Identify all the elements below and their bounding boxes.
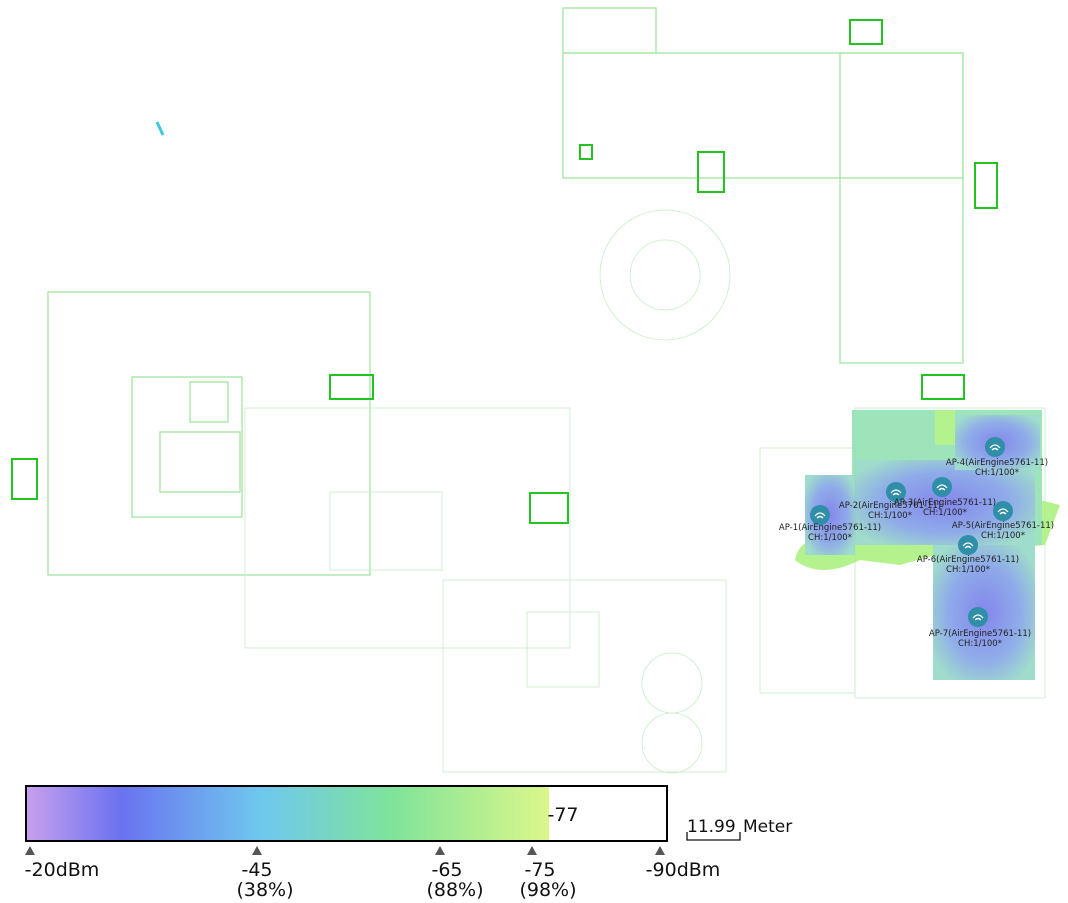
legend-tick-percent: (88%) xyxy=(426,879,483,901)
legend-tick-label: -20dBm xyxy=(25,859,100,881)
ap-channel: CH:1/100* xyxy=(981,531,1025,541)
ap-channel: CH:1/100* xyxy=(808,533,852,543)
legend-tick-label: -45 xyxy=(241,859,272,881)
legend-tick xyxy=(655,846,665,855)
legend-ticks: -20dBm -45(38%) -65(88%) -75(98%) -90dBm xyxy=(25,846,721,901)
ap-label: AP-1(AirEngine5761-11) xyxy=(779,523,881,533)
ap-label: AP-6(AirEngine5761-11) xyxy=(917,555,1019,565)
floor-plan-view: AP-1(AirEngine5761-11)CH:1/100*AP-2(AirE… xyxy=(0,0,1068,903)
legend-tick-label: -65 xyxy=(431,859,462,881)
ap-label: AP-5(AirEngine5761-11) xyxy=(952,521,1054,531)
legend-tick xyxy=(25,846,35,855)
ap-label: AP-4(AirEngine5761-11) xyxy=(946,458,1048,468)
ap-icon xyxy=(932,477,952,497)
ap-label: AP-7(AirEngine5761-11) xyxy=(929,629,1031,639)
ap-channel: CH:1/100* xyxy=(975,468,1019,478)
signal-legend: -77 -20dBm -45(38%) -65(88%) -75(98%) -90dBm xyxy=(25,786,721,901)
ap-icon xyxy=(968,607,988,627)
heatmap xyxy=(795,410,1060,680)
ap-channel: CH:1/100* xyxy=(946,565,990,575)
page: { "access_points": [ {"label": "AP-1(Air… xyxy=(0,0,1068,903)
legend-tick xyxy=(252,846,262,855)
scale-value: 11.99 xyxy=(687,817,736,837)
legend-tick-label: -75 xyxy=(524,859,555,881)
ap-icon xyxy=(810,505,830,525)
legend-tick-percent: (98%) xyxy=(519,879,576,901)
legend-gradient xyxy=(26,786,549,841)
ap-channel: CH:1/100* xyxy=(923,508,967,518)
ap-icon xyxy=(958,535,978,555)
legend-marker: -77 xyxy=(547,804,578,826)
floor-plan xyxy=(12,8,1045,773)
scale-bar: 11.99 Meter xyxy=(687,817,792,840)
legend-tick xyxy=(435,846,445,855)
ap-channel: CH:1/100* xyxy=(868,511,912,521)
legend-tick-percent: (38%) xyxy=(236,879,293,901)
scale-unit: Meter xyxy=(743,817,792,837)
ap-icon xyxy=(985,437,1005,457)
legend-tick xyxy=(527,846,537,855)
legend-tick-label: -90dBm xyxy=(646,859,721,881)
ap-label: AP-3(AirEngine5761-11) xyxy=(894,498,996,508)
ap-icon xyxy=(993,501,1013,521)
ap-channel: CH:1/100* xyxy=(958,639,1002,649)
